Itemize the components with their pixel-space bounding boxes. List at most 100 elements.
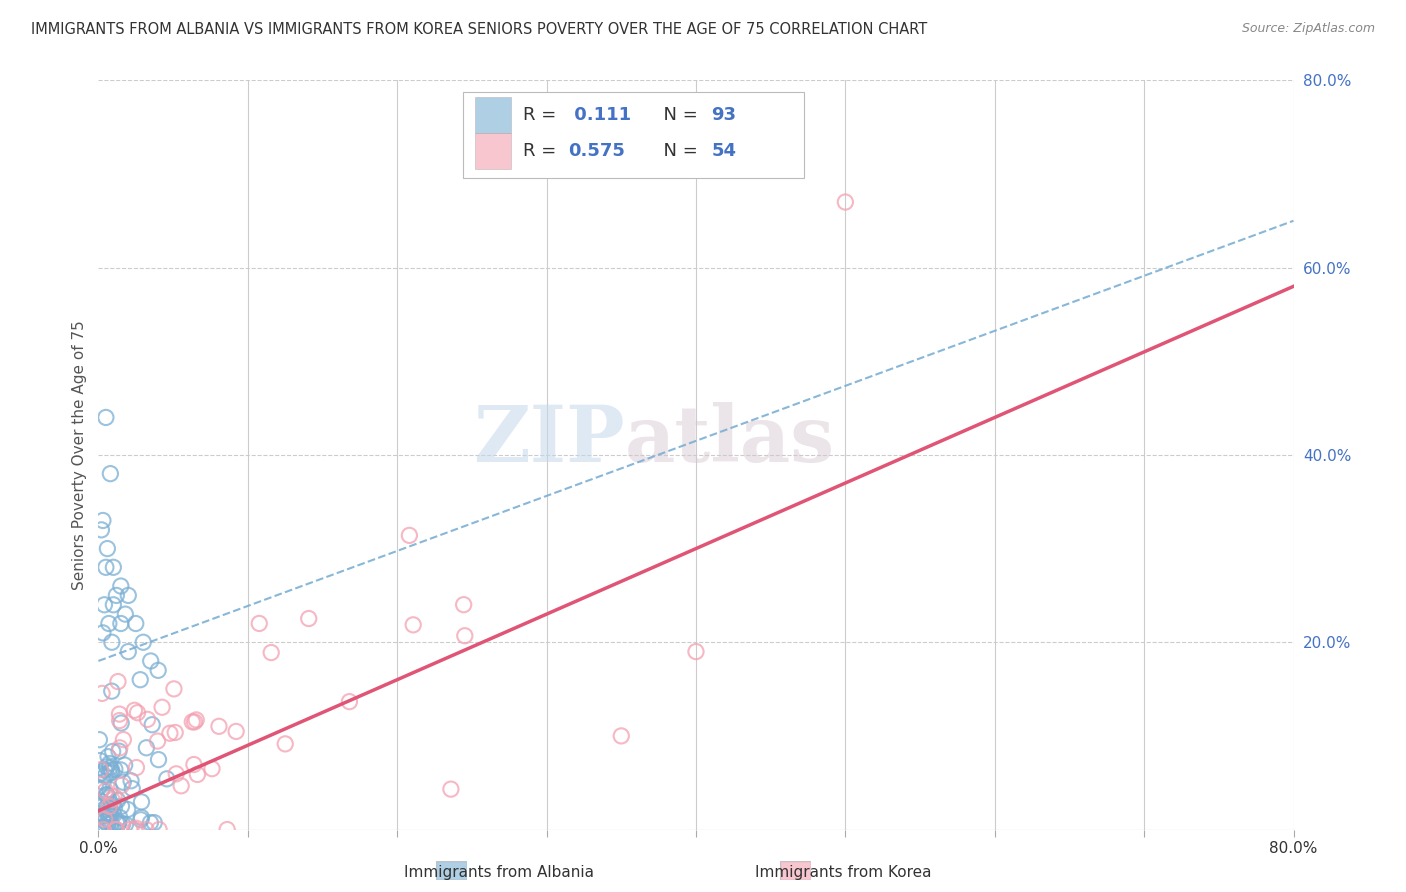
Point xyxy=(100,805,122,820)
Text: N =: N = xyxy=(652,142,703,160)
Text: Immigrants from Albania: Immigrants from Albania xyxy=(404,865,595,880)
Point xyxy=(87,822,110,836)
Point xyxy=(398,528,420,542)
Point xyxy=(453,598,475,612)
Point xyxy=(183,714,205,729)
Point xyxy=(97,817,120,831)
Point xyxy=(165,725,187,739)
Point xyxy=(685,644,707,658)
Point xyxy=(96,541,118,556)
Point xyxy=(94,410,117,425)
Point xyxy=(170,779,193,793)
Point xyxy=(186,767,208,781)
Point xyxy=(110,716,132,731)
Point xyxy=(274,737,297,751)
Point xyxy=(96,821,118,835)
Point xyxy=(89,794,111,808)
Point xyxy=(101,793,124,807)
FancyBboxPatch shape xyxy=(463,92,804,178)
Point xyxy=(129,673,152,687)
Point xyxy=(127,706,149,720)
Point xyxy=(101,635,124,649)
Point xyxy=(89,732,111,747)
Point xyxy=(107,674,129,689)
Point xyxy=(114,758,136,772)
Point xyxy=(111,778,134,792)
Point xyxy=(105,815,128,830)
Point xyxy=(108,707,131,722)
Point xyxy=(125,822,148,836)
Point xyxy=(108,714,131,728)
Point xyxy=(141,717,163,731)
Point xyxy=(339,695,361,709)
FancyBboxPatch shape xyxy=(475,133,510,169)
Point xyxy=(402,617,425,632)
Point xyxy=(156,772,179,786)
Point xyxy=(100,765,122,780)
Point xyxy=(97,813,120,827)
Point xyxy=(103,822,125,837)
Point xyxy=(110,799,132,814)
Point xyxy=(107,815,129,830)
Text: Immigrants from Korea: Immigrants from Korea xyxy=(755,865,932,880)
Point xyxy=(105,589,128,603)
Point xyxy=(91,514,114,528)
Point xyxy=(103,598,125,612)
Point xyxy=(103,801,125,815)
Point xyxy=(135,740,157,755)
Point xyxy=(131,795,153,809)
Point xyxy=(121,781,143,796)
Text: IMMIGRANTS FROM ALBANIA VS IMMIGRANTS FROM KOREA SENIORS POVERTY OVER THE AGE OF: IMMIGRANTS FROM ALBANIA VS IMMIGRANTS FR… xyxy=(31,22,927,37)
Point xyxy=(94,784,117,798)
Point xyxy=(105,822,128,837)
Point xyxy=(104,762,127,776)
Point xyxy=(98,467,122,481)
Point xyxy=(98,802,121,816)
Point xyxy=(247,616,270,631)
Text: N =: N = xyxy=(652,106,703,124)
Point xyxy=(101,797,124,812)
Point xyxy=(91,686,114,700)
Point xyxy=(91,626,114,640)
Text: R =: R = xyxy=(523,142,561,160)
Point xyxy=(117,802,139,816)
Text: Source: ZipAtlas.com: Source: ZipAtlas.com xyxy=(1241,22,1375,36)
Point xyxy=(96,788,118,802)
Point xyxy=(96,800,118,814)
Point xyxy=(107,793,129,807)
Text: atlas: atlas xyxy=(624,402,834,478)
Point xyxy=(108,744,131,758)
Point xyxy=(440,782,463,797)
Point xyxy=(89,766,111,780)
Point xyxy=(165,766,187,780)
Point xyxy=(91,820,114,834)
Point xyxy=(98,756,121,771)
Point xyxy=(111,817,134,831)
Point xyxy=(91,782,114,797)
Point xyxy=(100,809,122,823)
Point xyxy=(260,646,283,660)
Point xyxy=(100,817,122,831)
Point xyxy=(108,811,131,825)
Point xyxy=(148,753,170,767)
Point xyxy=(186,713,208,727)
Point xyxy=(225,724,247,739)
Text: 0.575: 0.575 xyxy=(568,142,626,160)
Point xyxy=(96,760,118,774)
Point xyxy=(118,822,141,837)
Point xyxy=(89,806,111,821)
Point xyxy=(94,560,117,574)
Point xyxy=(181,714,204,729)
Point xyxy=(150,700,173,714)
Point xyxy=(94,814,117,829)
Point xyxy=(143,815,166,830)
Point xyxy=(107,816,129,830)
Point xyxy=(129,813,152,827)
Point xyxy=(90,763,112,777)
Point xyxy=(100,684,122,698)
Point xyxy=(125,760,148,774)
Point xyxy=(298,611,321,625)
Point xyxy=(97,749,120,764)
Point xyxy=(120,773,142,788)
Point xyxy=(91,775,114,789)
